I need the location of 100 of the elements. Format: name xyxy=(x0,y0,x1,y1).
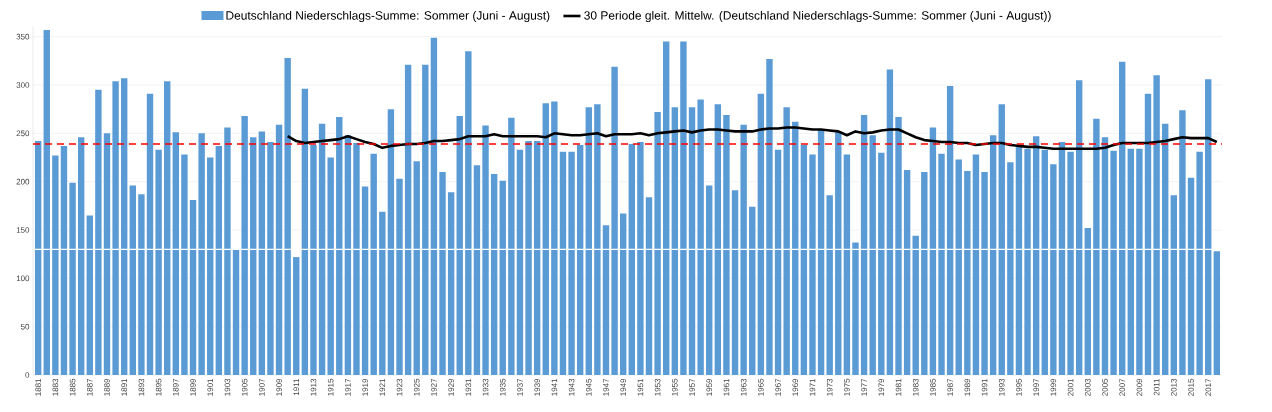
bar xyxy=(490,173,498,375)
bar xyxy=(542,103,549,375)
bar xyxy=(250,137,257,375)
bar xyxy=(654,112,661,375)
bar xyxy=(757,93,765,375)
bar xyxy=(103,133,111,375)
bar xyxy=(860,114,868,375)
bar xyxy=(964,171,971,375)
bar xyxy=(379,211,386,375)
bar xyxy=(52,155,59,375)
legend-label: 30 Periode gleit. Mittelw. (Deutschland Niederschlags-Summe: Sommer (Juni - August)) xyxy=(584,10,1051,23)
bar xyxy=(1127,148,1134,375)
bar xyxy=(267,142,274,375)
bar xyxy=(869,135,876,375)
bar xyxy=(1196,151,1203,375)
bar xyxy=(955,159,962,375)
bar xyxy=(336,116,343,375)
bar xyxy=(852,242,859,375)
bar xyxy=(387,109,395,375)
bar xyxy=(525,141,532,375)
bar xyxy=(774,149,782,375)
bar xyxy=(981,172,988,375)
bar xyxy=(628,143,635,375)
bar xyxy=(447,192,455,375)
bar xyxy=(929,127,937,375)
bar xyxy=(1187,177,1195,375)
bar xyxy=(559,151,567,375)
bar xyxy=(1050,164,1057,375)
bar xyxy=(878,152,885,375)
bar xyxy=(370,153,377,375)
bar xyxy=(576,144,584,375)
bar xyxy=(792,121,799,375)
bar xyxy=(482,125,489,375)
bar xyxy=(224,127,231,375)
bar xyxy=(396,178,403,375)
bar xyxy=(568,151,575,375)
bar xyxy=(181,154,188,375)
bar xyxy=(611,66,618,375)
bar xyxy=(1213,251,1221,375)
bar xyxy=(645,197,653,375)
bar xyxy=(413,161,420,375)
bar xyxy=(671,107,679,375)
bar xyxy=(619,213,627,375)
bar xyxy=(688,107,696,375)
bar xyxy=(1136,148,1143,375)
bar xyxy=(706,185,713,375)
bar xyxy=(594,104,601,375)
bar xyxy=(60,145,68,375)
bar xyxy=(972,154,980,375)
bar xyxy=(439,172,446,375)
bar xyxy=(77,137,85,375)
bar xyxy=(422,64,429,375)
bar xyxy=(809,154,816,375)
bar xyxy=(146,93,154,375)
bar xyxy=(989,135,997,375)
bar xyxy=(998,104,1005,375)
bar xyxy=(172,132,180,375)
bar xyxy=(551,101,558,375)
bar xyxy=(1144,93,1152,375)
bar xyxy=(43,29,50,375)
bar xyxy=(310,144,317,375)
bar xyxy=(215,145,223,375)
bar xyxy=(232,249,240,375)
bar xyxy=(1153,75,1160,375)
bar xyxy=(138,194,145,375)
bar xyxy=(207,157,214,375)
bar xyxy=(1015,144,1023,375)
bar xyxy=(430,37,438,375)
bar xyxy=(1118,61,1126,375)
bar xyxy=(903,170,911,375)
bar xyxy=(516,149,524,375)
bar xyxy=(602,225,610,375)
bar xyxy=(714,104,722,375)
bar xyxy=(241,115,248,375)
bar xyxy=(499,180,506,375)
bar xyxy=(69,182,76,375)
bar xyxy=(344,135,352,375)
bar xyxy=(749,206,756,375)
bar xyxy=(843,154,851,375)
bar xyxy=(766,58,773,375)
bar xyxy=(895,116,902,375)
bar xyxy=(293,257,300,375)
bar xyxy=(353,143,360,375)
bar xyxy=(800,144,808,375)
bar xyxy=(1170,195,1178,375)
bar xyxy=(456,115,463,375)
bar xyxy=(1067,151,1074,375)
bar xyxy=(817,129,825,375)
bar xyxy=(1179,110,1186,375)
bar xyxy=(1041,149,1048,375)
bar xyxy=(198,133,205,375)
bar xyxy=(680,41,687,375)
bar xyxy=(946,85,954,375)
bar xyxy=(465,51,472,375)
bar xyxy=(361,186,369,375)
bar xyxy=(912,235,919,375)
bar xyxy=(275,124,283,375)
bar xyxy=(740,124,747,375)
bar xyxy=(723,114,730,375)
bar xyxy=(112,81,119,375)
